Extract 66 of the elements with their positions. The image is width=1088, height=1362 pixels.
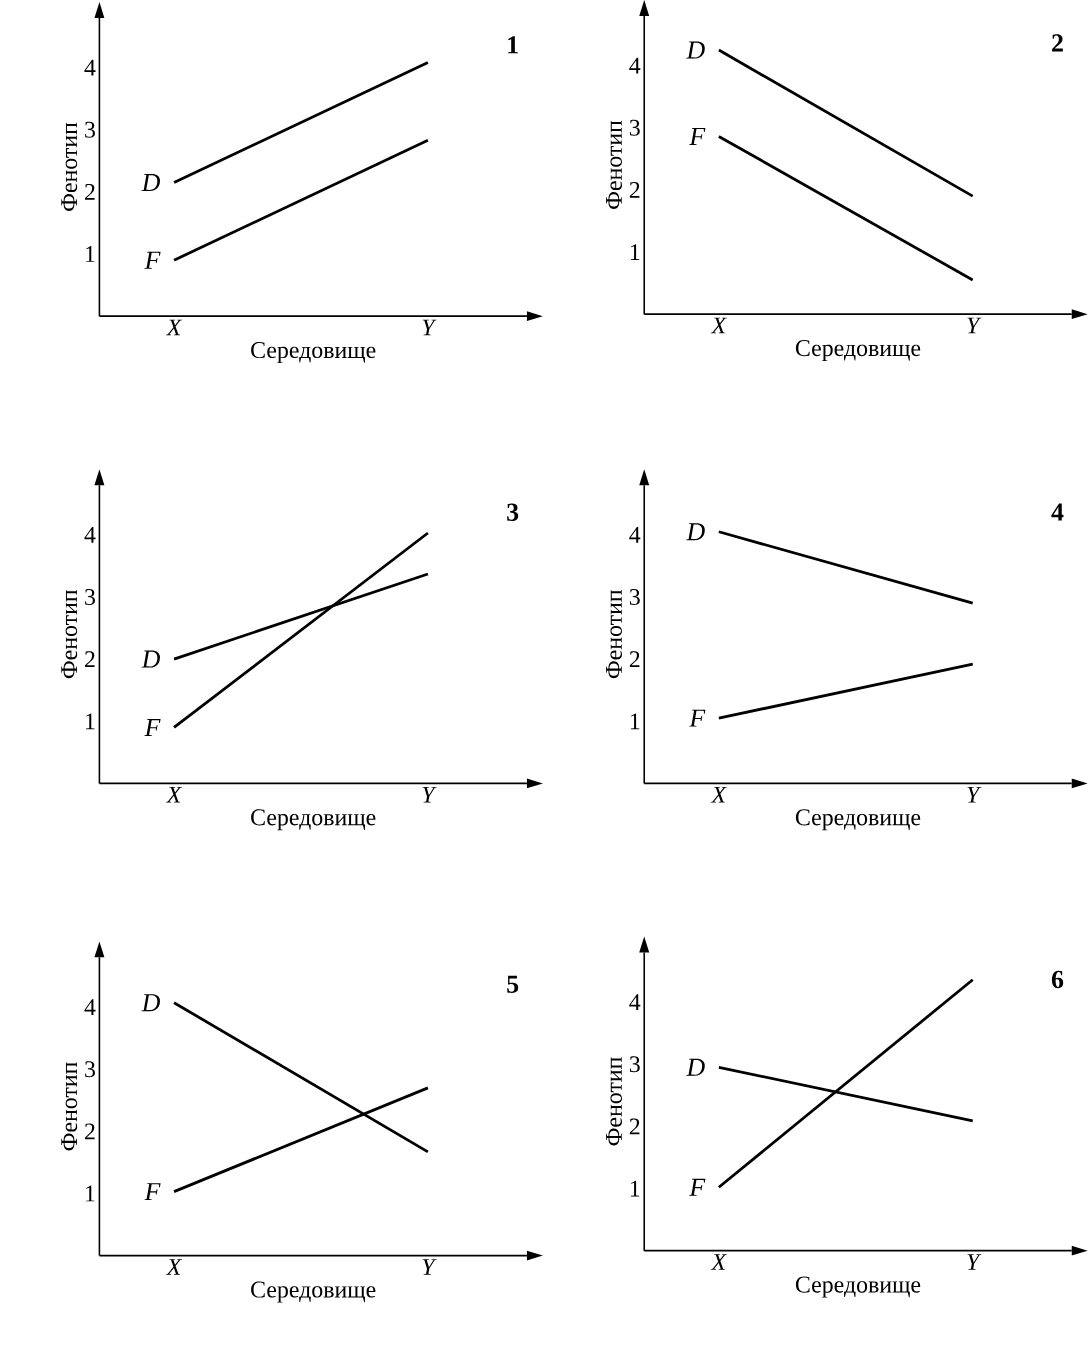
y-tick-label: 2	[85, 1123, 95, 1140]
y-tick-label: 1	[86, 1185, 95, 1202]
x-axis-title: Середовище	[251, 342, 376, 363]
series-label: F	[144, 251, 161, 269]
text: 2	[1052, 34, 1064, 52]
y-tick-label: 2	[630, 1118, 640, 1135]
x-tick-label: Y	[422, 786, 437, 803]
x-axis-title: Середовище	[251, 1281, 376, 1303]
series-label: F	[144, 719, 161, 736]
text: 3	[507, 503, 519, 521]
y-tick-label: 1	[86, 246, 95, 262]
series-label: D	[686, 523, 705, 541]
x-tick-label: Y	[967, 317, 982, 334]
y-tick-label: 1	[631, 1180, 640, 1197]
series-label: D	[141, 174, 161, 192]
series-label: D	[141, 994, 161, 1012]
y-tick-label: 3	[630, 588, 640, 605]
y-tick-label: 1	[631, 244, 640, 260]
series-label: F	[689, 1178, 706, 1196]
x-tick-label: X	[166, 786, 183, 803]
x-tick-label: X	[710, 317, 728, 334]
x-tick-label: Y	[967, 786, 982, 803]
y-axis-title: Фенотип	[61, 589, 78, 679]
x-axis-title: Середовище	[796, 340, 921, 361]
text: 5	[507, 975, 519, 993]
y-tick-label: 4	[629, 527, 641, 543]
series-label: D	[141, 650, 161, 668]
y-tick-label: 3	[85, 121, 96, 138]
y-tick-label: 4	[84, 999, 96, 1015]
y-tick-label: 3	[85, 588, 96, 605]
y-tick-label: 2	[85, 651, 95, 668]
x-tick-label: Y	[422, 1259, 437, 1275]
y-tick-label: 4	[84, 527, 96, 543]
x-tick-label: X	[166, 319, 183, 336]
x-axis-title: Середовище	[251, 809, 376, 831]
y-tick-label: 3	[630, 119, 640, 136]
text: 1	[508, 36, 518, 54]
x-axis-title: Середовище	[796, 1276, 921, 1298]
series-label: D	[686, 41, 705, 59]
x-tick-label: X	[710, 1254, 728, 1270]
y-tick-label: 4	[629, 994, 641, 1010]
series-label: F	[689, 127, 706, 145]
x-tick-label: X	[166, 1259, 183, 1275]
y-tick-label: 4	[629, 57, 641, 74]
x-tick-label: X	[710, 786, 728, 803]
y-axis-title: Фенотип	[61, 122, 78, 211]
text: 6	[1052, 970, 1064, 989]
y-tick-label: 1	[631, 713, 640, 730]
y-axis-title: Фенотип	[606, 1057, 623, 1146]
text: 4	[1051, 503, 1064, 521]
y-axis-title: Фенотип	[606, 120, 623, 209]
series-label: F	[144, 1183, 161, 1201]
series-label: D	[686, 1058, 705, 1076]
x-axis-title: Середовище	[796, 809, 921, 831]
x-tick-label: Y	[422, 319, 437, 336]
y-tick-label: 3	[630, 1056, 640, 1073]
y-tick-label: 1	[86, 713, 95, 730]
x-tick-label: Y	[967, 1254, 982, 1270]
y-tick-label: 3	[85, 1061, 96, 1078]
y-tick-label: 2	[630, 181, 640, 198]
y-tick-label: 2	[630, 651, 640, 668]
y-axis-title: Фенотип	[606, 589, 623, 679]
series-label: F	[689, 709, 706, 727]
y-tick-label: 4	[84, 59, 96, 76]
y-tick-label: 2	[85, 183, 95, 200]
y-axis-title: Фенотип	[61, 1062, 78, 1151]
